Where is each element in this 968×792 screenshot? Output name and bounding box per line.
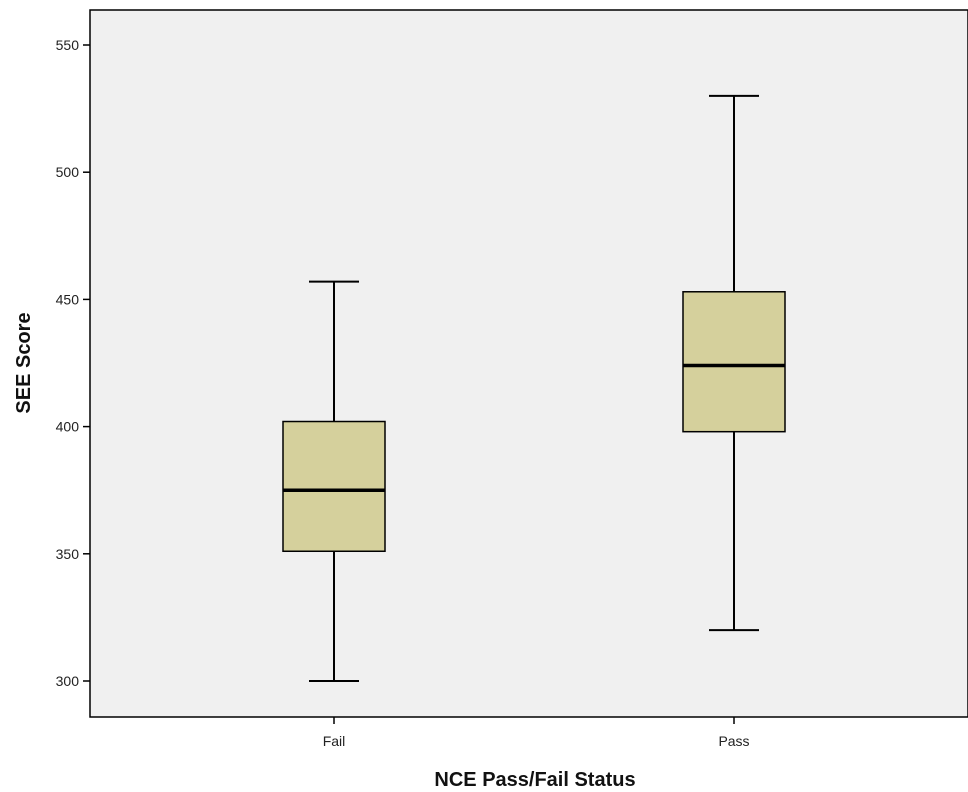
x-tick-label-pass: Pass [718,733,749,749]
y-tick-label-400: 400 [56,419,80,435]
y-axis: 300 350 400 450 500 550 [56,37,90,689]
y-tick-label-300: 300 [56,673,80,689]
box-pass [682,291,786,433]
plot-area [89,9,968,718]
y-tick-label-500: 500 [56,164,80,180]
x-tick-label-fail: Fail [323,733,346,749]
y-tick-label-550: 550 [56,37,80,53]
y-tick-label-350: 350 [56,546,80,562]
y-axis-title: SEE Score [13,312,35,413]
boxes-layer [282,94,786,682]
box-fail [282,420,386,553]
x-axis-title: NCE Pass/Fail Status [434,769,635,791]
x-axis: Fail Pass [323,717,750,749]
y-tick-label-450: 450 [56,291,80,307]
